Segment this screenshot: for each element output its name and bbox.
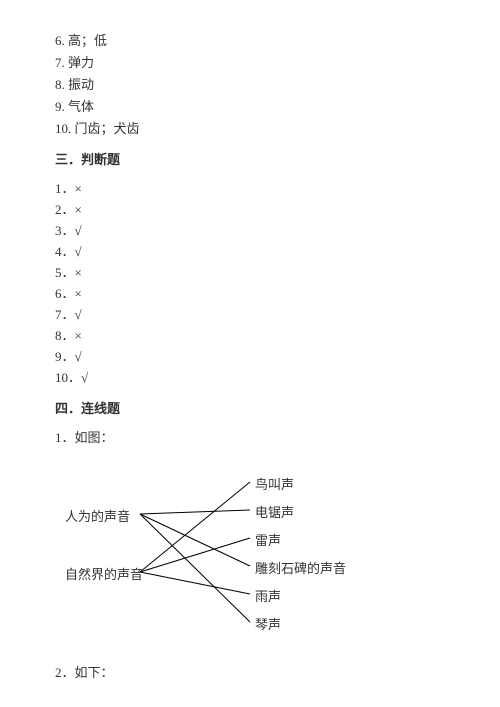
fill-text: 气体 (68, 99, 94, 114)
match-right-label: 鸟叫声 (255, 474, 294, 493)
judge-mark: √ (75, 244, 82, 259)
judge-mark: × (75, 328, 82, 343)
match-right-label: 电锯声 (255, 502, 294, 521)
fill-item: 8. 振动 (55, 74, 450, 93)
fill-text: 门齿；犬齿 (75, 121, 140, 136)
judge-item: 9．√ (55, 346, 450, 365)
fill-num: 8 (55, 77, 62, 92)
match-edge (140, 572, 250, 594)
match-section-title: 四．连线题 (55, 398, 450, 417)
fill-num: 7 (55, 55, 62, 70)
judge-num: 1 (55, 181, 62, 196)
judge-num: 10 (55, 370, 68, 385)
judge-mark: √ (75, 349, 82, 364)
match-right-label: 琴声 (255, 614, 281, 633)
fill-num: 9 (55, 99, 62, 114)
judge-num: 7 (55, 307, 62, 322)
judge-num: 4 (55, 244, 62, 259)
judge-item: 8．× (55, 325, 450, 344)
match-q1: 1．如图： (55, 427, 450, 446)
judge-num: 5 (55, 265, 62, 280)
match-diagram: 人为的声音自然界的声音 鸟叫声电锯声雷声雕刻石碑的声音雨声琴声 (55, 462, 375, 632)
judge-item: 6．× (55, 283, 450, 302)
judge-item: 2．× (55, 199, 450, 218)
judge-item: 7．√ (55, 304, 450, 323)
judge-answers: 1．× 2．× 3．√ 4．√ 5．× 6．× 7．√ 8．× 9．√ 10．√ (55, 178, 450, 386)
fill-text: 振动 (68, 77, 94, 92)
judge-item: 5．× (55, 262, 450, 281)
fill-item: 7. 弹力 (55, 52, 450, 71)
judge-mark: × (75, 181, 82, 196)
match-edge (140, 538, 250, 572)
fill-item: 10. 门齿；犬齿 (55, 118, 450, 137)
judge-mark: × (75, 265, 82, 280)
match-edge (140, 514, 250, 622)
fill-text: 高；低 (68, 33, 107, 48)
judge-item: 3．√ (55, 220, 450, 239)
match-edge (140, 510, 250, 514)
match-right-label: 雕刻石碑的声音 (255, 558, 346, 577)
judge-mark: √ (75, 307, 82, 322)
judge-num: 8 (55, 328, 62, 343)
judge-mark: × (75, 286, 82, 301)
match-left-label: 自然界的声音 (65, 564, 143, 583)
judge-section-title: 三．判断题 (55, 149, 450, 168)
match-right-label: 雷声 (255, 530, 281, 549)
fill-text: 弹力 (68, 55, 94, 70)
judge-num: 3 (55, 223, 62, 238)
judge-num: 6 (55, 286, 62, 301)
judge-num: 2 (55, 202, 62, 217)
fill-item: 6. 高；低 (55, 30, 450, 49)
judge-item: 10．√ (55, 367, 450, 386)
judge-mark: × (75, 202, 82, 217)
fill-item: 9. 气体 (55, 96, 450, 115)
match-left-label: 人为的声音 (65, 506, 130, 525)
match-right-label: 雨声 (255, 586, 281, 605)
judge-num: 9 (55, 349, 62, 364)
fill-num: 6 (55, 33, 62, 48)
match-lines-svg (55, 462, 375, 632)
fill-num: 10 (55, 121, 68, 136)
judge-mark: √ (75, 223, 82, 238)
fill-answers: 6. 高；低 7. 弹力 8. 振动 9. 气体 10. 门齿；犬齿 (55, 30, 450, 137)
judge-mark: √ (81, 370, 88, 385)
match-q2: 2．如下： (55, 662, 450, 681)
judge-item: 1．× (55, 178, 450, 197)
judge-item: 4．√ (55, 241, 450, 260)
